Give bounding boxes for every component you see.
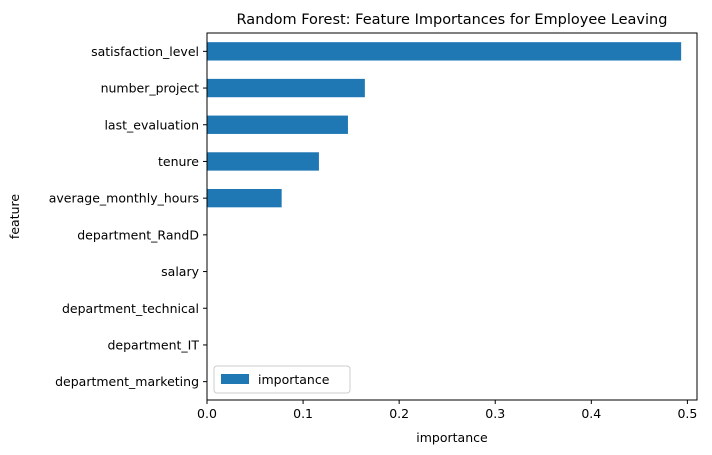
x-tick-label: 0.4 [581,406,601,421]
x-tick-label: 0.1 [293,406,313,421]
y-tick-label: last_evaluation [104,117,199,132]
legend-swatch [221,374,249,384]
y-tick-label: department_IT [107,337,199,352]
bar-tenure [207,152,319,171]
x-tick-label: 0.5 [677,406,697,421]
x-axis-ticks: 0.0 0.1 0.2 0.3 0.4 0.5 [197,400,697,421]
y-tick-label: department_technical [62,301,199,316]
legend-box [213,365,351,394]
bar-average_monthly_hours [207,188,282,208]
x-axis-title: importance [416,430,488,445]
bars-group [207,42,682,208]
x-tick-label: 0.3 [485,406,505,421]
y-axis-title: feature [7,194,22,239]
y-axis-ticks: satisfaction_level number_project last_eva… [49,44,207,389]
y-tick-label: number_project [101,81,200,96]
x-tick-label: 0.2 [389,406,409,421]
y-tick-label: department_RandD [77,227,199,242]
bar-satisfaction_level [207,42,682,61]
y-tick-label: salary [161,264,199,279]
chart-title: Random Forest: Feature Importances for E… [237,12,668,28]
plot-frame [206,32,698,401]
legend-label: importance [258,372,330,387]
y-tick-label: department_marketing [55,374,199,389]
bar-number_project [207,78,365,98]
y-tick-label: average_monthly_hours [49,191,199,206]
y-tick-label: tenure [158,154,199,169]
x-tick-label: 0.0 [197,406,217,421]
y-tick-label: satisfaction_level [91,44,199,59]
bar-last_evaluation [207,115,348,134]
legend: importance [213,365,351,394]
